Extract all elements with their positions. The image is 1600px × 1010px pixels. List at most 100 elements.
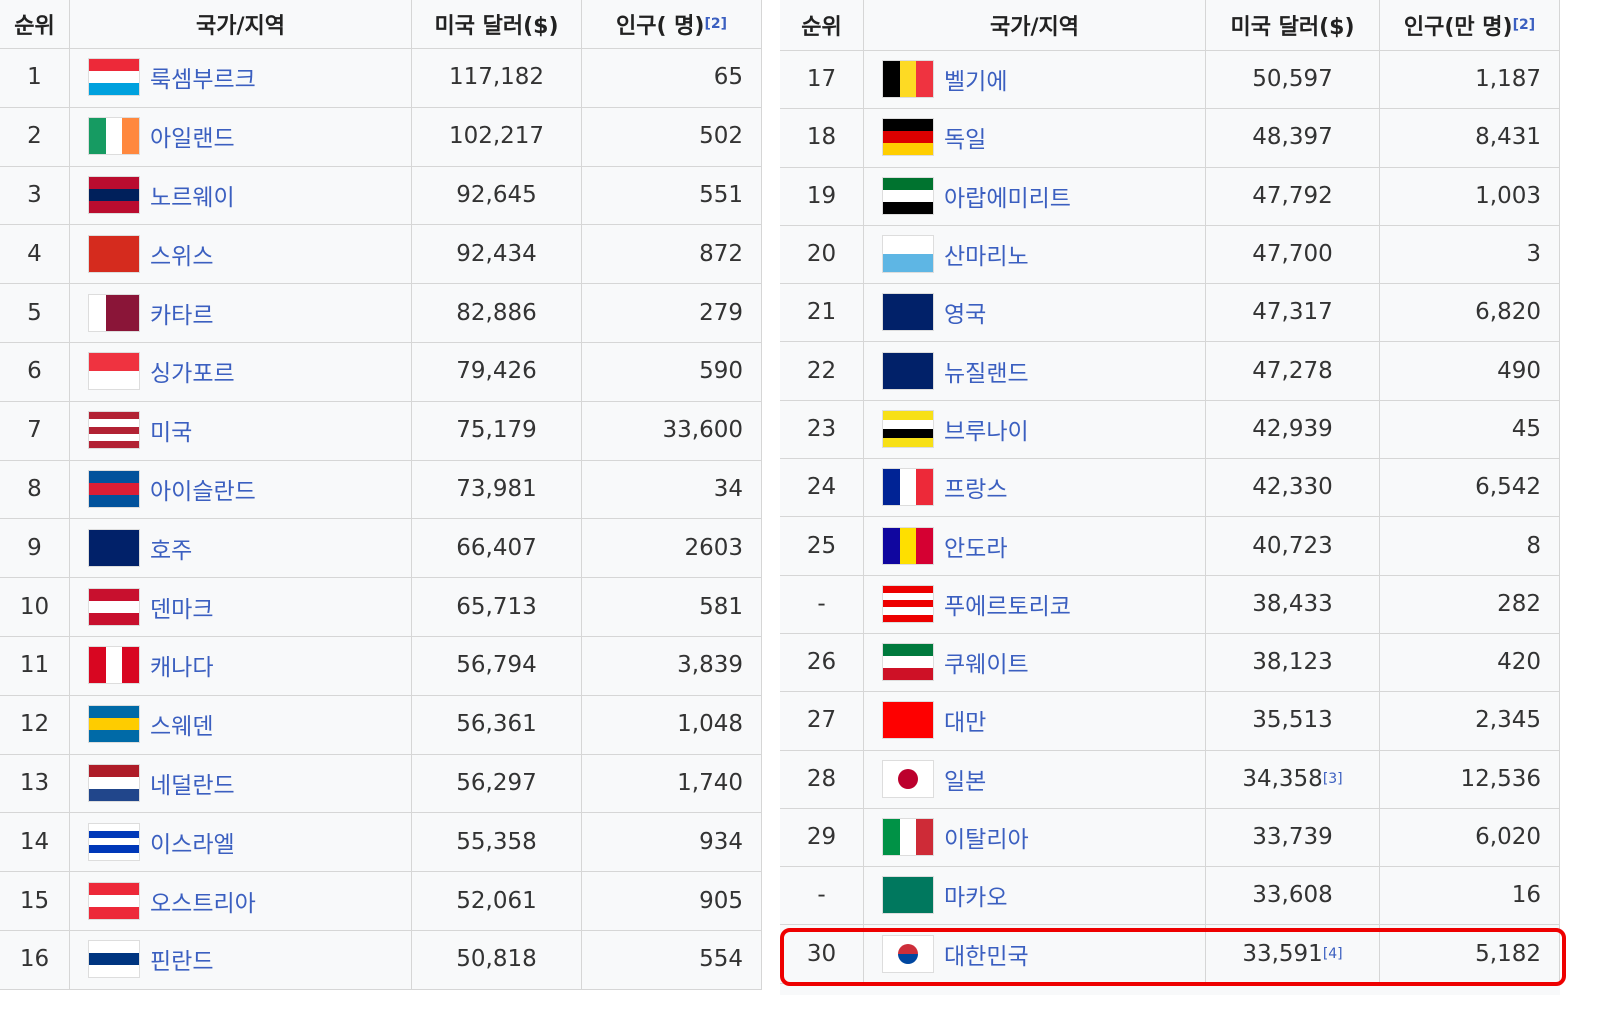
population-value: 65 bbox=[713, 64, 743, 91]
cell: 26 bbox=[780, 633, 864, 692]
country-link[interactable]: 아이슬란드 bbox=[150, 478, 256, 505]
country-link[interactable]: 푸에르토리코 bbox=[944, 593, 1071, 620]
flag-emblem bbox=[898, 768, 918, 789]
flag-stripe bbox=[883, 143, 933, 156]
country-link[interactable]: 미국 bbox=[150, 420, 193, 447]
table-row: 23 브루나이 42,939 45 bbox=[780, 399, 1560, 460]
cell: 네덜란드 bbox=[70, 753, 412, 813]
table-row: 27 대만 35,513 2,345 bbox=[780, 691, 1560, 751]
usd-value: 56,361 bbox=[456, 711, 537, 738]
country-link[interactable]: 노르웨이 bbox=[150, 184, 235, 211]
rank: 27 bbox=[806, 707, 837, 734]
country-link[interactable]: 독일 bbox=[944, 127, 987, 154]
country-link[interactable]: 스웨덴 bbox=[150, 714, 214, 741]
population-value: 590 bbox=[699, 358, 743, 385]
country-link[interactable]: 스위스 bbox=[150, 243, 214, 270]
country-link[interactable]: 쿠웨이트 bbox=[944, 652, 1029, 679]
table-row: 15 오스트리아 52,061 905 bbox=[0, 871, 762, 931]
country-link[interactable]: 대만 bbox=[944, 710, 987, 737]
country-link[interactable]: 마카오 bbox=[944, 885, 1008, 912]
flag-stripe bbox=[89, 830, 139, 839]
country-link[interactable]: 호주 bbox=[150, 537, 193, 564]
country-link[interactable]: 카타르 bbox=[150, 302, 214, 329]
country-link[interactable]: 네덜란드 bbox=[150, 772, 235, 799]
cell: 1,003 bbox=[1380, 166, 1560, 225]
country-link[interactable]: 룩셈부르크 bbox=[150, 67, 256, 94]
flag-stripe bbox=[883, 236, 933, 255]
country-link[interactable]: 영국 bbox=[944, 302, 987, 329]
cell: 6 bbox=[0, 342, 70, 401]
flag-stripe bbox=[883, 585, 933, 594]
country-link[interactable]: 브루나이 bbox=[944, 418, 1029, 445]
country-link[interactable]: 싱가포르 bbox=[150, 361, 235, 388]
country-link[interactable]: 이탈리아 bbox=[944, 827, 1029, 854]
flag-stripe bbox=[89, 294, 106, 331]
flag-stripe bbox=[883, 614, 933, 622]
population-value: 1,003 bbox=[1475, 182, 1541, 209]
country-link[interactable]: 덴마크 bbox=[150, 596, 214, 623]
country-link[interactable]: 안도라 bbox=[944, 535, 1008, 562]
cell: 47,317 bbox=[1206, 283, 1380, 342]
cell: 65 bbox=[582, 48, 762, 107]
usd-value: 35,513 bbox=[1252, 707, 1333, 734]
flag-stripe bbox=[89, 588, 139, 601]
footnote[interactable]: [4] bbox=[1322, 945, 1343, 962]
rank: 15 bbox=[19, 887, 50, 914]
cell: 산마리노 bbox=[864, 224, 1206, 284]
usd-value: 66,407 bbox=[456, 534, 537, 561]
cell: 17 bbox=[780, 50, 864, 109]
cell: 캐나다 bbox=[70, 636, 412, 695]
rank: 5 bbox=[27, 299, 42, 326]
cell: 48,397 bbox=[1206, 108, 1380, 167]
flag-icon bbox=[88, 293, 140, 332]
country-link[interactable]: 오스트리아 bbox=[150, 890, 256, 917]
country-link[interactable]: 이스라엘 bbox=[150, 831, 235, 858]
population-value: 12,536 bbox=[1460, 765, 1541, 792]
cell: 이스라엘 bbox=[70, 812, 412, 872]
flag-stripe bbox=[89, 482, 139, 495]
header-cell: 인구( 명) [2] bbox=[582, 0, 762, 48]
cell: 66,407 bbox=[412, 518, 582, 578]
population-value: 490 bbox=[1497, 357, 1541, 384]
rank: 21 bbox=[806, 299, 837, 326]
country-link[interactable]: 대한민국 bbox=[944, 943, 1029, 970]
country-link[interactable]: 뉴질랜드 bbox=[944, 360, 1029, 387]
cell: 대만 bbox=[864, 691, 1206, 750]
country-link[interactable]: 아일랜드 bbox=[150, 126, 235, 153]
population-value: 872 bbox=[699, 240, 743, 267]
flag-icon bbox=[88, 411, 140, 450]
usd-value: 50,818 bbox=[456, 946, 537, 973]
flag-icon bbox=[882, 293, 934, 332]
country-link[interactable]: 캐나다 bbox=[150, 655, 214, 682]
flag-icon bbox=[88, 234, 140, 273]
cell: 18 bbox=[780, 108, 864, 167]
country-link[interactable]: 아랍에미리트 bbox=[944, 185, 1071, 212]
flag-emblem bbox=[898, 943, 918, 964]
population-value: 8,431 bbox=[1475, 124, 1541, 151]
flag-stripe bbox=[883, 437, 933, 447]
header-text: 국가/지역 bbox=[196, 14, 285, 39]
country-link[interactable]: 일본 bbox=[944, 768, 987, 795]
cell: 3,839 bbox=[582, 636, 762, 695]
population-value: 45 bbox=[1511, 415, 1541, 442]
cell: 6,820 bbox=[1380, 283, 1560, 342]
flag-icon bbox=[88, 881, 140, 920]
population-value: 551 bbox=[699, 181, 743, 208]
cell: 15 bbox=[0, 871, 70, 930]
country-link[interactable]: 산마리노 bbox=[944, 244, 1029, 271]
population-value: 554 bbox=[699, 946, 743, 973]
cell: 82,886 bbox=[412, 283, 582, 342]
country-link[interactable]: 핀란드 bbox=[150, 949, 214, 976]
flag-stripe bbox=[89, 59, 139, 72]
flag-stripe bbox=[89, 71, 139, 84]
population-value: 905 bbox=[699, 887, 743, 914]
cell: 45 bbox=[1380, 399, 1560, 459]
flag-stripe bbox=[89, 441, 139, 449]
table-row: 26 쿠웨이트 38,123 420 bbox=[780, 633, 1560, 693]
cell: 22 bbox=[780, 341, 864, 400]
country-link[interactable]: 프랑스 bbox=[944, 477, 1008, 504]
footnote[interactable]: [3] bbox=[1322, 770, 1343, 787]
population-value: 34 bbox=[713, 475, 743, 502]
flag-stripe bbox=[89, 83, 139, 96]
country-link[interactable]: 벨기에 bbox=[944, 69, 1008, 96]
